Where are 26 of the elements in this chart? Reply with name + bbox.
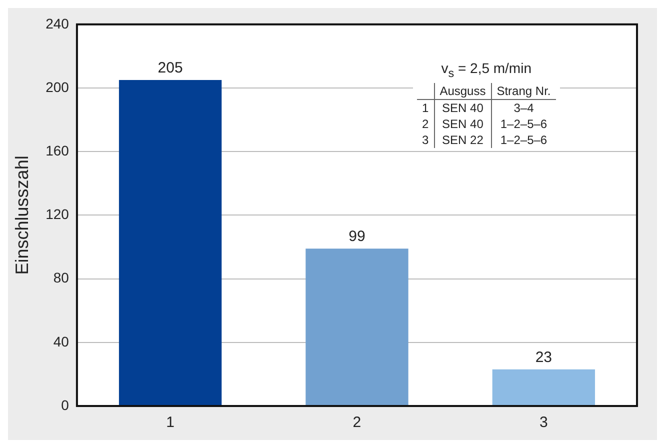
annotation: v$_{s}$ = 2,5 m/min [440,60,532,80]
data-label: 99 [348,228,366,246]
y-tick-label: 40 [53,333,70,350]
y-axis-title: Einschlusszahl [12,156,32,275]
y-tick-label: 0 [61,396,70,413]
annotation: 1–2–5–6 [491,116,556,132]
annotation: SEN 22 [434,132,492,148]
y-tick-label: 240 [46,15,70,32]
annotation: 3 [421,132,430,148]
annotation: Strang Nr. [491,82,556,100]
x-tick-label: 2 [352,414,362,432]
annotation: SEN 40 [434,99,492,116]
data-label: 23 [535,349,552,366]
annotation: SEN 40 [434,116,492,132]
y-tick-label: 160 [46,142,70,158]
annotation: Ausguss [434,82,492,100]
annotation: 3–4 [491,99,556,116]
annotation: 2 [421,116,430,132]
annotation: 1–2–5–6 [491,132,556,148]
y-tick-label: 200 [46,78,70,95]
y-tick-label: 120 [46,206,70,222]
x-tick-label: 3 [539,414,548,432]
annotation: 1 [421,100,430,116]
y-tick-label: 80 [53,270,70,286]
data-label: 205 [158,60,183,77]
x-tick-label: 1 [166,414,174,432]
